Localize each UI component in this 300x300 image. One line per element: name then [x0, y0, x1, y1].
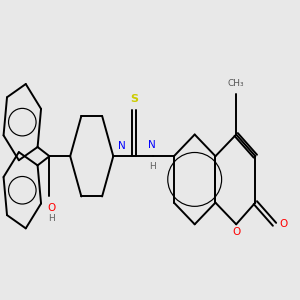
Text: H: H [149, 162, 156, 171]
Text: H: H [48, 214, 55, 223]
Text: N: N [118, 141, 126, 151]
Text: S: S [130, 94, 138, 104]
Text: O: O [47, 203, 56, 213]
Text: O: O [232, 227, 240, 237]
Text: CH₃: CH₃ [228, 79, 244, 88]
Text: O: O [280, 219, 288, 229]
Text: N: N [148, 140, 156, 150]
